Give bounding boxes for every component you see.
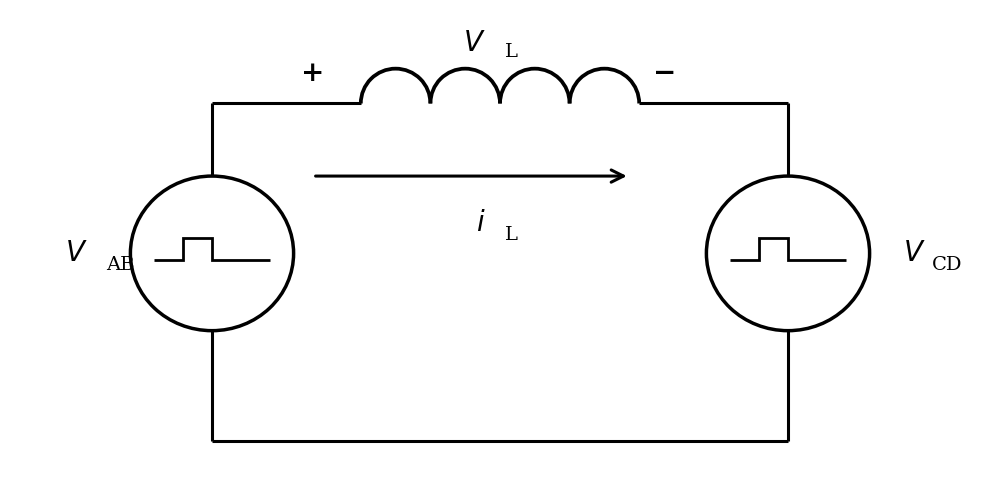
Text: $V$: $V$ [65, 240, 87, 267]
Text: AB: AB [106, 256, 135, 274]
Text: $i$: $i$ [476, 209, 486, 237]
Text: CD: CD [932, 256, 963, 274]
Text: $V$: $V$ [463, 29, 486, 57]
Text: +: + [301, 60, 324, 86]
Text: L: L [505, 225, 518, 244]
Text: L: L [505, 43, 518, 61]
Text: $V$: $V$ [903, 240, 926, 267]
Text: −: − [653, 60, 677, 86]
